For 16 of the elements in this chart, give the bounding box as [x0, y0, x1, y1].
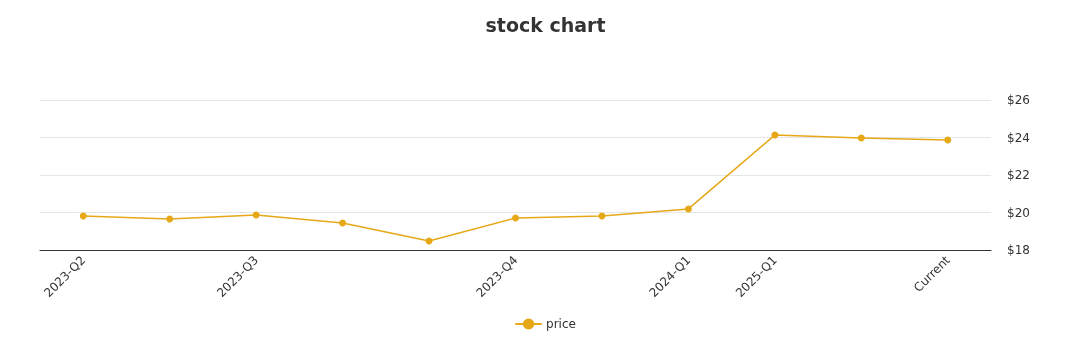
point — [166, 215, 174, 223]
y-tick-label: $22 — [1007, 168, 1030, 182]
point — [944, 136, 952, 144]
legend-label: price — [546, 317, 576, 331]
point — [684, 205, 692, 213]
point — [771, 131, 779, 139]
chart-title: stock chart — [485, 13, 606, 36]
point — [857, 134, 865, 142]
point — [512, 214, 519, 222]
y-tick-label: $26 — [1007, 93, 1030, 107]
y-tick-label: $20 — [1007, 205, 1030, 220]
point — [252, 211, 260, 219]
point — [339, 219, 347, 227]
point — [79, 212, 87, 220]
y-tick-label: $24 — [1007, 130, 1030, 145]
y-tick-label: $18 — [1007, 243, 1030, 257]
